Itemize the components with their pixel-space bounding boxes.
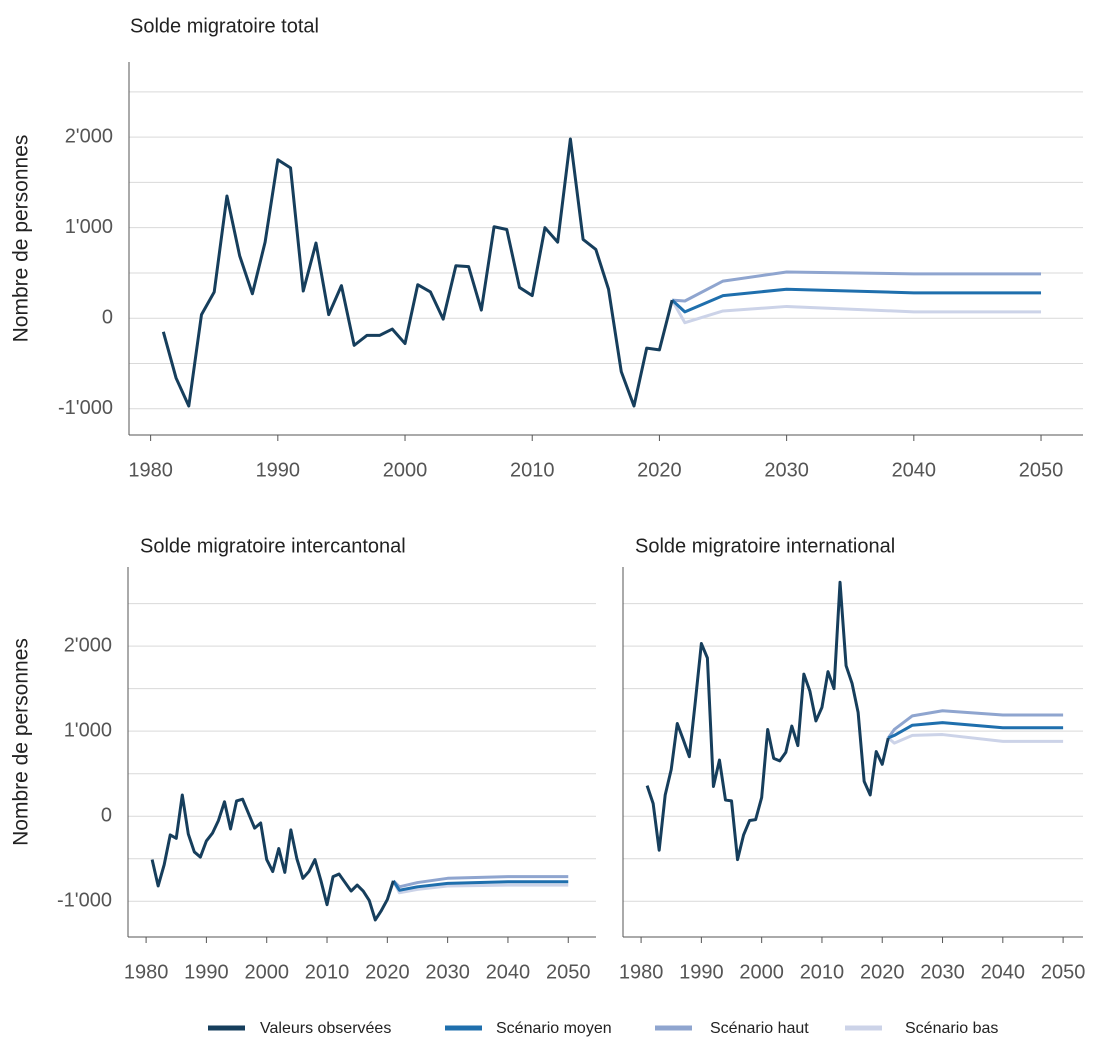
- x-tick-label: 2040: [892, 459, 937, 481]
- y-tick-label: 2'000: [64, 634, 112, 656]
- legend-label: Valeurs observées: [260, 1020, 391, 1037]
- x-tick-label: 2000: [383, 459, 428, 481]
- y-tick-label: 2'000: [65, 125, 113, 147]
- x-tick-label: 2010: [305, 961, 350, 983]
- y-tick-label: 1'000: [64, 719, 112, 741]
- x-tick-label: 2040: [981, 961, 1026, 983]
- y-axis-label: Nombre de personnes: [10, 135, 33, 343]
- series-line: [670, 299, 1042, 325]
- x-tick-label: 2000: [739, 961, 784, 983]
- series-line: [392, 875, 569, 889]
- series-line: [887, 733, 1064, 745]
- series-line: [150, 793, 395, 922]
- x-tick-label: 2040: [486, 961, 531, 983]
- x-tick-label: 2010: [800, 961, 845, 983]
- panel-title: Solde migratoire total: [130, 15, 319, 37]
- x-tick-label: 1980: [124, 961, 169, 983]
- x-tick-label: 2000: [244, 961, 289, 983]
- legend-label: Scénario haut: [710, 1020, 809, 1037]
- x-tick-label: 1980: [619, 961, 664, 983]
- y-tick-label: 0: [102, 306, 113, 328]
- series-line: [645, 580, 890, 862]
- x-tick-label: 2050: [1041, 961, 1086, 983]
- series-line: [672, 270, 1042, 303]
- y-tick-label: -1'000: [58, 397, 113, 419]
- x-tick-label: 2030: [920, 961, 965, 983]
- legend-label: Scénario bas: [905, 1020, 998, 1037]
- series-line: [161, 137, 674, 408]
- x-tick-label: 2020: [365, 961, 410, 983]
- x-tick-label: 2030: [764, 459, 809, 481]
- panel-title: Solde migratoire international: [635, 535, 895, 557]
- x-tick-label: 1990: [679, 961, 724, 983]
- y-tick-label: 1'000: [65, 216, 113, 238]
- series-line: [392, 880, 569, 892]
- series-line: [887, 721, 1064, 740]
- x-tick-label: 1990: [256, 459, 301, 481]
- series-line: [887, 709, 1064, 739]
- x-tick-label: 2050: [1019, 459, 1064, 481]
- x-tick-label: 2010: [510, 459, 555, 481]
- x-tick-label: 2050: [546, 961, 591, 983]
- y-axis-label: Nombre de personnes: [10, 638, 33, 846]
- x-tick-label: 1980: [128, 459, 173, 481]
- legend-label: Scénario moyen: [496, 1020, 612, 1037]
- x-tick-label: 1990: [184, 961, 229, 983]
- y-tick-label: -1'000: [57, 890, 112, 912]
- x-tick-label: 2030: [425, 961, 470, 983]
- x-tick-label: 2020: [860, 961, 905, 983]
- x-tick-label: 2020: [637, 459, 682, 481]
- panel-title: Solde migratoire intercantonal: [140, 535, 406, 557]
- series-line: [671, 287, 1042, 314]
- y-tick-label: 0: [101, 804, 112, 826]
